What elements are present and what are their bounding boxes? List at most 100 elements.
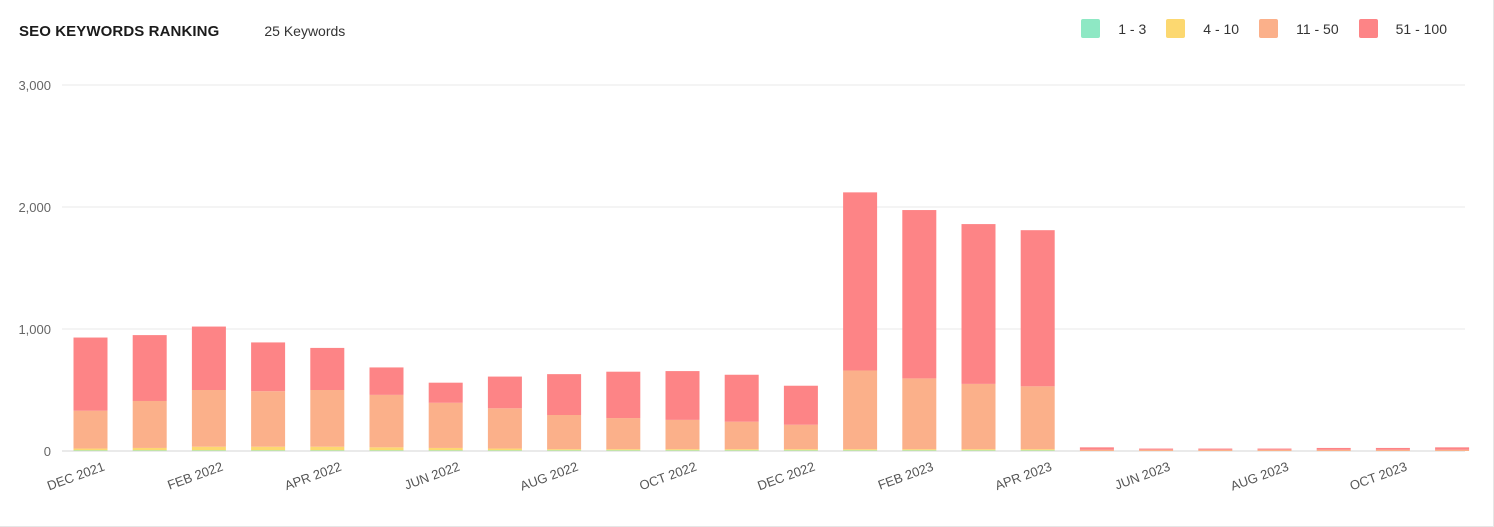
legend-item-1-3[interactable]: 1 - 3 xyxy=(1081,19,1146,38)
bar-segment-3-24[interactable] xyxy=(1435,449,1470,451)
bar-segment-3-19[interactable] xyxy=(1139,449,1174,451)
legend-item-51-100[interactable]: 51 - 100 xyxy=(1358,19,1447,38)
bar-segment-3-18[interactable] xyxy=(1079,449,1114,451)
bar-segment-1-14[interactable] xyxy=(843,450,878,451)
bar-segment-3-15[interactable] xyxy=(902,378,937,450)
bar-segment-1-13[interactable] xyxy=(783,450,818,451)
x-tick-label-21: AUG 2023 xyxy=(1228,459,1290,494)
y-tick-label-2000: 2,000 xyxy=(18,200,51,215)
bar-segment-2-1[interactable] xyxy=(73,448,108,451)
bar-segment-2-4[interactable] xyxy=(251,446,286,451)
bar-segment-4-1[interactable] xyxy=(73,337,108,411)
bar-segment-4-14[interactable] xyxy=(843,192,878,371)
bar-segment-2-3[interactable] xyxy=(191,446,226,451)
bar-segment-2-17[interactable] xyxy=(1020,449,1055,451)
bar-segment-4-5[interactable] xyxy=(310,347,345,390)
bar-segment-4-4[interactable] xyxy=(251,342,286,392)
bar-segment-1-12[interactable] xyxy=(724,450,759,451)
bar-segment-2-7[interactable] xyxy=(428,447,463,451)
legend-swatch-4-10 xyxy=(1166,19,1186,38)
x-tick-label-9: AUG 2022 xyxy=(518,459,580,494)
bar-segment-4-7[interactable] xyxy=(428,382,463,403)
bar-segment-1-15[interactable] xyxy=(902,450,937,451)
bar-segment-3-3[interactable] xyxy=(191,390,226,447)
bar-segment-3-12[interactable] xyxy=(724,421,759,450)
bar-segment-1-10[interactable] xyxy=(606,450,641,451)
bar-segment-4-8[interactable] xyxy=(487,376,522,409)
bar-segment-2-15[interactable] xyxy=(902,449,937,451)
bar-segment-2-16[interactable] xyxy=(961,449,996,451)
bar-segment-4-15[interactable] xyxy=(902,210,937,379)
bar-segment-4-13[interactable] xyxy=(783,385,818,425)
x-tick-label-13: DEC 2022 xyxy=(755,459,816,494)
bar-segment-2-13[interactable] xyxy=(783,449,818,451)
bar-segment-3-16[interactable] xyxy=(961,383,996,450)
bar-segment-1-1[interactable] xyxy=(73,450,108,451)
bar-segment-4-6[interactable] xyxy=(369,367,404,395)
bar-segment-3-6[interactable] xyxy=(369,394,404,448)
bar-segment-4-10[interactable] xyxy=(606,371,641,419)
bar-segment-1-5[interactable] xyxy=(310,450,345,451)
bar-segment-3-9[interactable] xyxy=(547,415,582,450)
bar-segment-1-11[interactable] xyxy=(665,450,700,451)
bar-segment-3-11[interactable] xyxy=(665,419,700,450)
bar-segment-1-3[interactable] xyxy=(191,450,226,451)
bar-segment-3-20[interactable] xyxy=(1198,449,1233,451)
bar-segment-4-17[interactable] xyxy=(1020,230,1055,387)
bar-segment-3-21[interactable] xyxy=(1257,449,1292,451)
x-tick-label-5: APR 2022 xyxy=(283,459,344,493)
bar-segment-1-7[interactable] xyxy=(428,450,463,451)
bar-segment-4-22[interactable] xyxy=(1316,447,1351,450)
bar-segment-2-12[interactable] xyxy=(724,449,759,451)
bar-segment-3-23[interactable] xyxy=(1375,449,1410,451)
bar-segment-3-2[interactable] xyxy=(132,400,167,448)
bar-segment-4-19[interactable] xyxy=(1139,448,1174,450)
bar-segment-1-8[interactable] xyxy=(487,450,522,451)
bar-segment-4-11[interactable] xyxy=(665,371,700,420)
bar-segment-1-17[interactable] xyxy=(1020,450,1055,451)
bar-segment-1-4[interactable] xyxy=(251,450,286,451)
bar-segment-3-1[interactable] xyxy=(73,410,108,449)
bar-segment-2-10[interactable] xyxy=(606,449,641,451)
bar-segment-3-13[interactable] xyxy=(783,424,818,450)
legend-label-51-100: 51 - 100 xyxy=(1395,20,1447,37)
x-tick-label-3: FEB 2022 xyxy=(165,459,224,493)
bar-segment-4-24[interactable] xyxy=(1435,447,1470,450)
bar-segment-3-4[interactable] xyxy=(251,391,286,447)
x-tick-label-11: OCT 2022 xyxy=(637,459,698,494)
bar-segment-2-2[interactable] xyxy=(132,447,167,451)
bar-segment-4-20[interactable] xyxy=(1198,448,1233,450)
bar-segment-4-9[interactable] xyxy=(547,374,582,416)
bar-segment-4-2[interactable] xyxy=(132,335,167,401)
bar-segment-4-18[interactable] xyxy=(1079,447,1114,450)
legend-item-4-10[interactable]: 4 - 10 xyxy=(1166,19,1239,38)
bar-segment-2-14[interactable] xyxy=(843,449,878,451)
bar-segment-2-6[interactable] xyxy=(369,447,404,451)
bar-segment-3-8[interactable] xyxy=(487,408,522,449)
bar-segment-1-16[interactable] xyxy=(961,450,996,451)
bar-segment-3-22[interactable] xyxy=(1316,449,1351,451)
x-tick-label-23: OCT 2023 xyxy=(1348,459,1409,494)
legend-item-11-50[interactable]: 11 - 50 xyxy=(1259,19,1339,38)
bar-segment-4-23[interactable] xyxy=(1375,447,1410,450)
chart-legend: 1 - 3 4 - 10 11 - 50 51 - 100 xyxy=(1061,19,1447,38)
legend-swatch-1-3 xyxy=(1081,19,1101,38)
bar-segment-2-9[interactable] xyxy=(547,449,582,451)
bar-segment-2-8[interactable] xyxy=(487,448,522,451)
bar-segment-4-12[interactable] xyxy=(724,374,759,422)
bar-segment-4-3[interactable] xyxy=(191,326,226,390)
bar-segment-2-11[interactable] xyxy=(665,449,700,451)
bar-segment-1-6[interactable] xyxy=(369,450,404,451)
bar-segment-4-16[interactable] xyxy=(961,224,996,384)
bar-segment-3-14[interactable] xyxy=(843,370,878,450)
bar-segment-3-10[interactable] xyxy=(606,418,641,450)
bar-segment-4-21[interactable] xyxy=(1257,448,1292,450)
bar-segment-3-7[interactable] xyxy=(428,402,463,448)
bar-segment-1-2[interactable] xyxy=(132,450,167,451)
bar-segment-2-5[interactable] xyxy=(310,446,345,451)
bar-segment-1-9[interactable] xyxy=(547,450,582,451)
bar-segment-3-5[interactable] xyxy=(310,390,345,447)
bar-segment-3-17[interactable] xyxy=(1020,386,1055,450)
